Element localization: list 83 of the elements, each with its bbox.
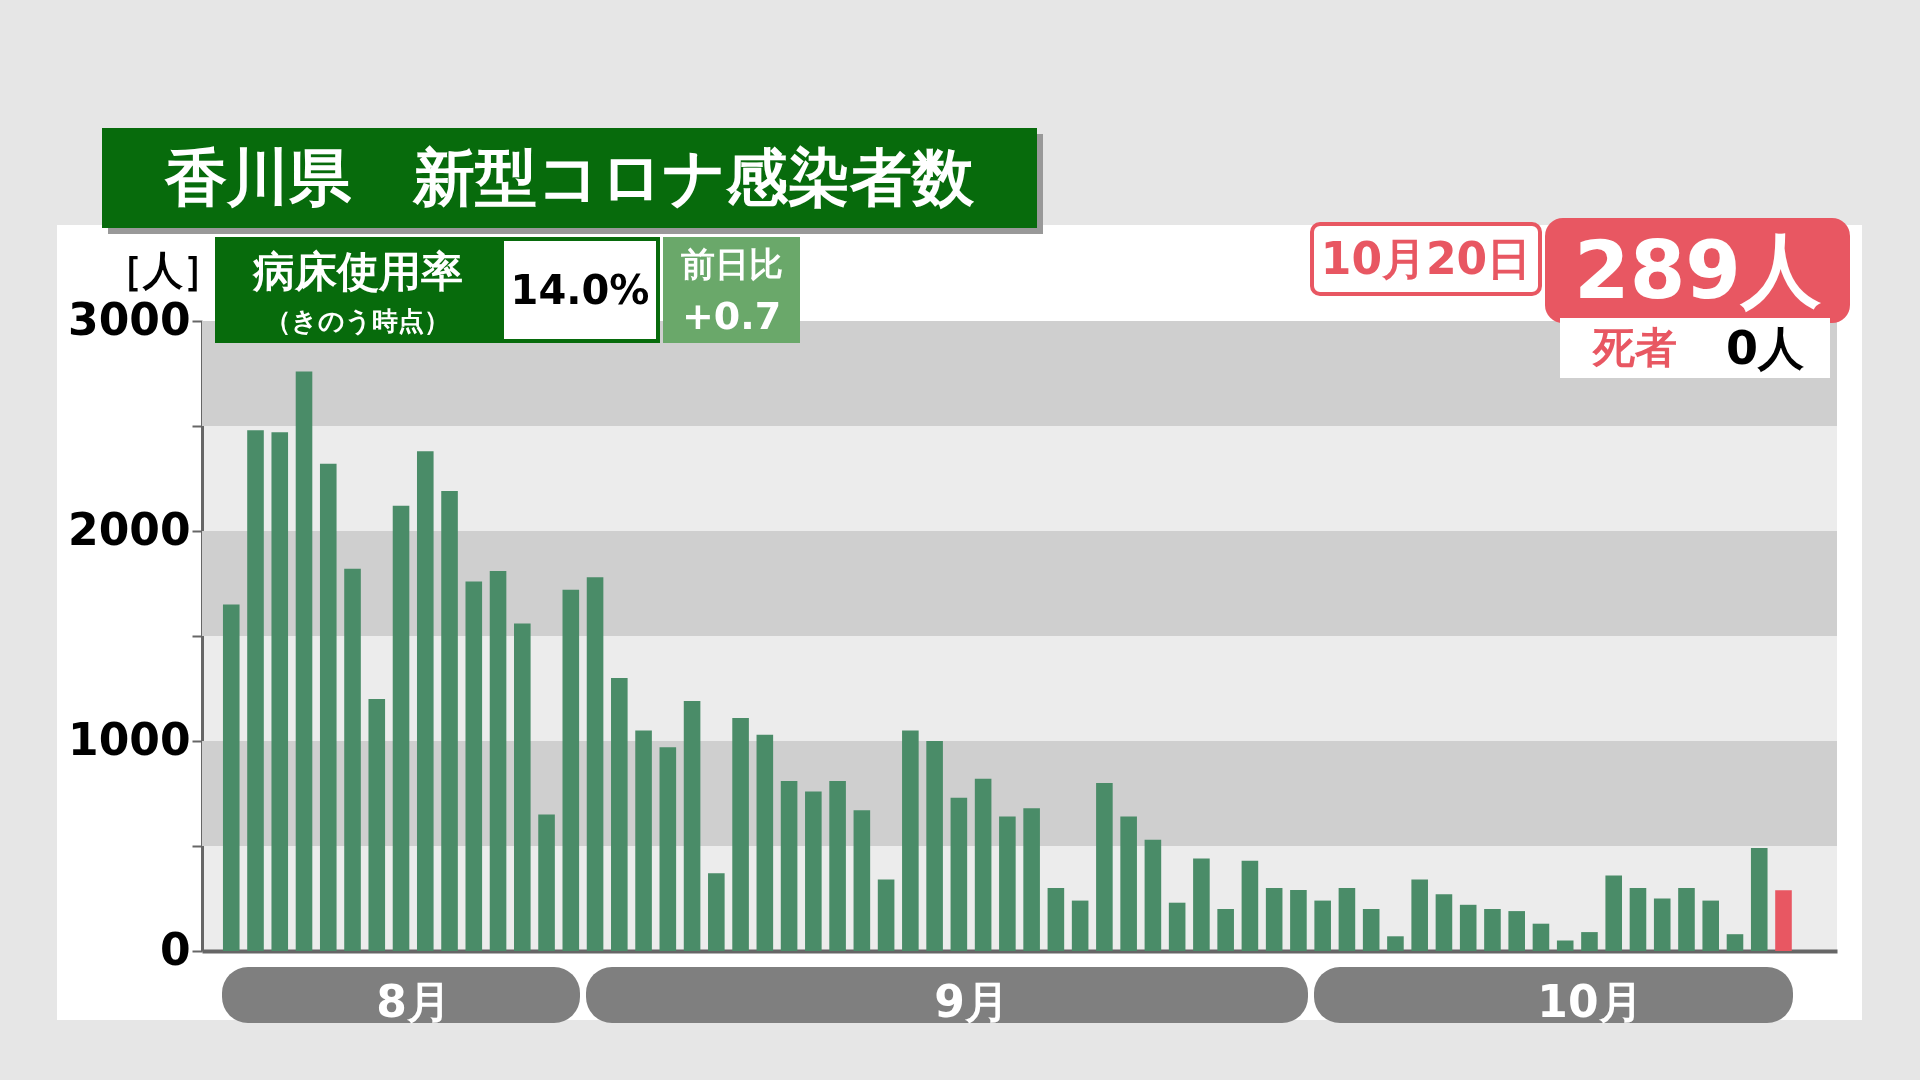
bar xyxy=(1581,932,1598,951)
bar xyxy=(392,505,410,951)
bar xyxy=(1120,816,1137,951)
annotation: 死者 xyxy=(1560,318,1710,378)
bar xyxy=(1435,894,1453,951)
bar xyxy=(1750,848,1768,951)
bar xyxy=(902,730,919,951)
bar xyxy=(1144,839,1162,951)
text: 289人 xyxy=(1574,223,1821,317)
bar xyxy=(853,810,871,951)
text: 前日比 xyxy=(663,237,800,292)
x-tick-label: 8月 xyxy=(376,975,451,1027)
bar xyxy=(926,741,943,951)
bar xyxy=(683,701,701,951)
bar xyxy=(829,780,846,951)
bar xyxy=(1459,904,1477,951)
annotation: 0人 xyxy=(1700,318,1830,378)
bar xyxy=(1775,890,1792,951)
bar xyxy=(732,717,749,951)
annotation: +0.7 xyxy=(663,290,800,343)
bar xyxy=(538,814,555,951)
bar xyxy=(708,873,725,951)
bar xyxy=(465,581,483,951)
bar xyxy=(635,730,652,951)
bar xyxy=(344,568,361,951)
bar xyxy=(1023,808,1040,951)
bar xyxy=(222,604,240,951)
bar xyxy=(319,463,337,951)
bar xyxy=(780,780,798,951)
bar xyxy=(562,589,580,951)
annotation: （きのう時点） xyxy=(264,304,451,338)
bar xyxy=(1556,940,1574,951)
bar xyxy=(1217,909,1234,951)
bar xyxy=(489,570,507,951)
bar xyxy=(1726,934,1744,951)
bar xyxy=(1096,783,1113,951)
bar xyxy=(1532,923,1550,951)
chart-title: 香川県 新型コロナ感染者数 xyxy=(102,128,1037,228)
text: 病床使用率 xyxy=(252,246,463,296)
text: 10月20日 xyxy=(1310,222,1542,296)
bar xyxy=(416,451,434,951)
bar xyxy=(611,678,628,951)
bar xyxy=(1702,900,1720,951)
bar xyxy=(1362,909,1380,951)
bar xyxy=(1678,888,1695,951)
bar xyxy=(1605,875,1623,951)
bar xyxy=(1168,902,1186,951)
y-tick-label: 3000 xyxy=(68,293,191,345)
bar xyxy=(1387,936,1404,951)
y-tick-label: 1000 xyxy=(68,713,191,765)
bar xyxy=(1047,888,1065,951)
bar xyxy=(1071,900,1089,951)
bar xyxy=(974,778,992,951)
bar xyxy=(999,816,1016,951)
y-axis-title: ［人］ xyxy=(102,246,223,293)
text: 14.0% xyxy=(500,237,660,343)
bar xyxy=(1653,898,1671,951)
y-tick-label: 2000 xyxy=(68,503,191,555)
bar xyxy=(1241,860,1259,951)
bar xyxy=(1411,879,1428,951)
bar xyxy=(950,797,968,951)
bar xyxy=(877,879,895,951)
bar xyxy=(805,791,822,951)
bar xyxy=(1314,900,1331,951)
x-tick-label: 9月 xyxy=(934,975,1009,1027)
bar xyxy=(1338,888,1356,951)
bar xyxy=(441,491,458,951)
x-tick-label: 10月 xyxy=(1537,975,1643,1027)
bar xyxy=(368,699,386,951)
bar xyxy=(1508,911,1525,951)
bar xyxy=(295,371,313,951)
bar xyxy=(1290,890,1307,951)
bar xyxy=(1629,888,1647,951)
y-tick-label: 0 xyxy=(159,923,191,975)
bar xyxy=(586,577,604,951)
bar xyxy=(1484,909,1501,951)
bar xyxy=(1265,888,1283,951)
bar xyxy=(514,623,531,951)
bar xyxy=(271,432,289,951)
bar xyxy=(247,430,264,951)
bar xyxy=(1193,858,1210,951)
bar xyxy=(659,747,677,951)
bar xyxy=(756,734,774,951)
